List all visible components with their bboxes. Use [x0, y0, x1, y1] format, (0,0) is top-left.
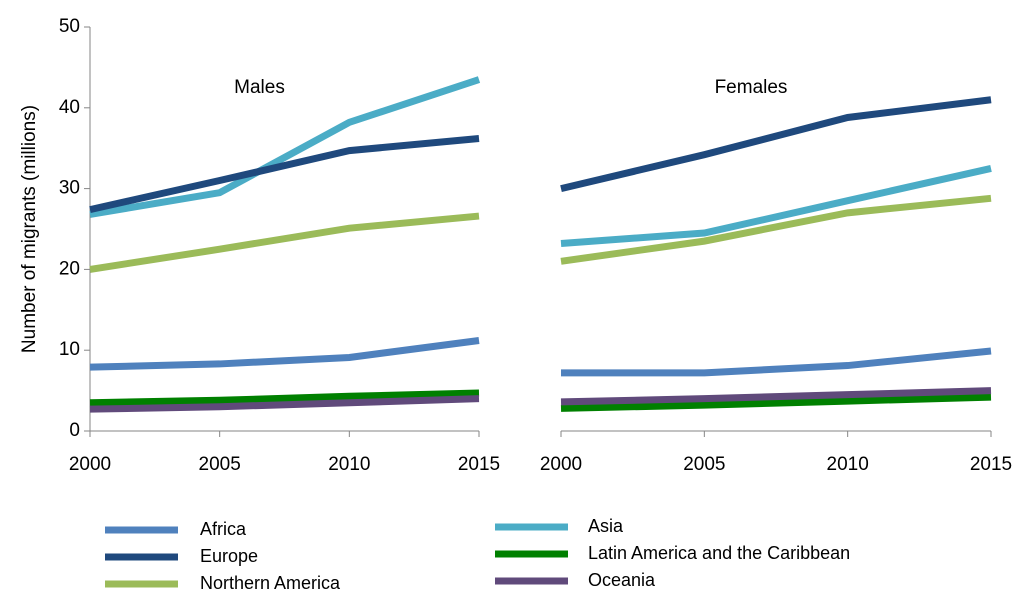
x-tick-label: 2015 — [458, 454, 500, 475]
y-tick-label: 0 — [69, 420, 80, 441]
legend-label: Northern America — [200, 573, 341, 593]
legend-label: Africa — [200, 519, 247, 539]
data-line — [89, 135, 480, 214]
data-line — [561, 347, 992, 377]
data-line — [89, 389, 480, 407]
x-tick-label: 2000 — [69, 454, 111, 475]
x-tick-label: 2010 — [827, 454, 869, 475]
x-tick-label: 2015 — [970, 454, 1012, 475]
panel-title: Females — [715, 77, 788, 98]
y-tick-label: 10 — [59, 339, 80, 360]
y-axis-label: Number of migrants (millions) — [19, 105, 40, 353]
legend-label: Asia — [588, 516, 624, 536]
legend-label: Latin America and the Caribbean — [588, 543, 850, 563]
legend-label: Europe — [200, 546, 258, 566]
data-line — [89, 212, 480, 273]
legend: Africa Asia Europe Latin America and the Ca… — [105, 516, 850, 593]
y-tick-label: 40 — [59, 97, 80, 118]
y-tick-label: 20 — [59, 258, 80, 279]
x-tick-label: 2010 — [328, 454, 370, 475]
data-line — [560, 194, 992, 265]
data-line — [560, 387, 992, 406]
data-line — [89, 337, 480, 371]
data-line — [560, 164, 992, 248]
data-line — [89, 395, 480, 413]
data-line — [89, 76, 481, 218]
data-line — [560, 393, 992, 412]
data-line — [560, 96, 992, 193]
panel-title: Males — [234, 77, 285, 98]
y-tick-label: 50 — [59, 16, 80, 37]
x-tick-label: 2005 — [683, 454, 725, 475]
legend-label: Oceania — [588, 570, 656, 590]
x-tick-label: 2000 — [540, 454, 582, 475]
y-tick-label: 30 — [59, 178, 80, 199]
x-tick-label: 2005 — [199, 454, 241, 475]
